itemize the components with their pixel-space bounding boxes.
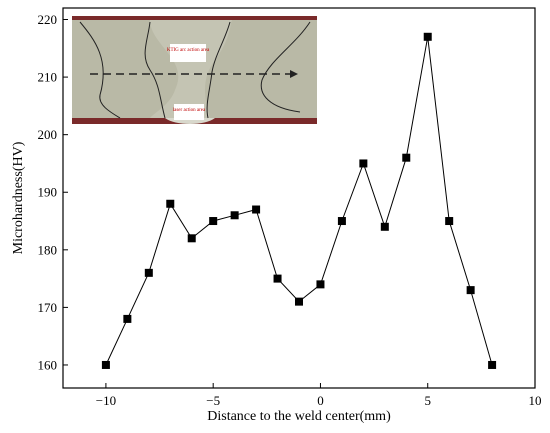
y-tick-label: 190: [38, 185, 58, 200]
x-tick-label: 10: [529, 393, 542, 408]
x-tick-label: 0: [317, 393, 324, 408]
data-point: [466, 286, 475, 295]
data-point: [144, 268, 153, 277]
data-point: [123, 314, 132, 323]
data-point: [380, 222, 389, 231]
inset-label-ktig: KTIG arc action area: [167, 48, 210, 53]
inset-border-top: [72, 16, 317, 20]
data-point: [402, 153, 411, 162]
y-tick-label: 200: [38, 127, 58, 142]
x-tick-label: −5: [206, 393, 220, 408]
inset-boundary-2: [144, 21, 166, 119]
inset-arrow-head: [290, 70, 298, 78]
data-point: [359, 159, 368, 168]
x-tick-label: 5: [424, 393, 431, 408]
inset-image: KTIG arc action area laser action area: [72, 16, 317, 124]
inset-label-laser: laser action area: [173, 108, 206, 113]
x-axis-title: Distance to the weld center(mm): [207, 409, 391, 424]
data-point: [230, 211, 239, 220]
y-tick-label: 170: [38, 300, 58, 315]
y-tick-label: 180: [38, 242, 58, 257]
inset-label-box-2: [174, 104, 204, 120]
inset-boundary-3: [206, 21, 231, 119]
data-point: [445, 217, 454, 226]
data-point: [209, 217, 218, 226]
y-tick-label: 210: [38, 70, 58, 85]
axis-ticks: [63, 19, 536, 388]
data-point: [273, 274, 282, 283]
data-point: [337, 217, 346, 226]
y-tick-label: 220: [38, 12, 58, 27]
inset-boundary-1: [79, 21, 121, 119]
data-point: [187, 234, 196, 243]
y-axis-title: Microhardness(HV): [11, 141, 26, 254]
data-point: [166, 199, 175, 208]
axis-tick-labels: −10 −5 0 5 10 160 170 180 190 200 210 220: [38, 12, 542, 408]
data-series: [101, 32, 497, 369]
x-tick-label: −10: [96, 393, 116, 408]
inset-label-box-1: [170, 44, 206, 62]
data-point: [252, 205, 261, 214]
data-point: [101, 360, 110, 369]
data-point: [488, 360, 497, 369]
inset-boundary-4: [260, 21, 311, 113]
y-tick-label: 160: [38, 357, 58, 372]
data-point: [423, 32, 432, 41]
data-point: [316, 280, 325, 289]
data-point: [295, 297, 303, 306]
